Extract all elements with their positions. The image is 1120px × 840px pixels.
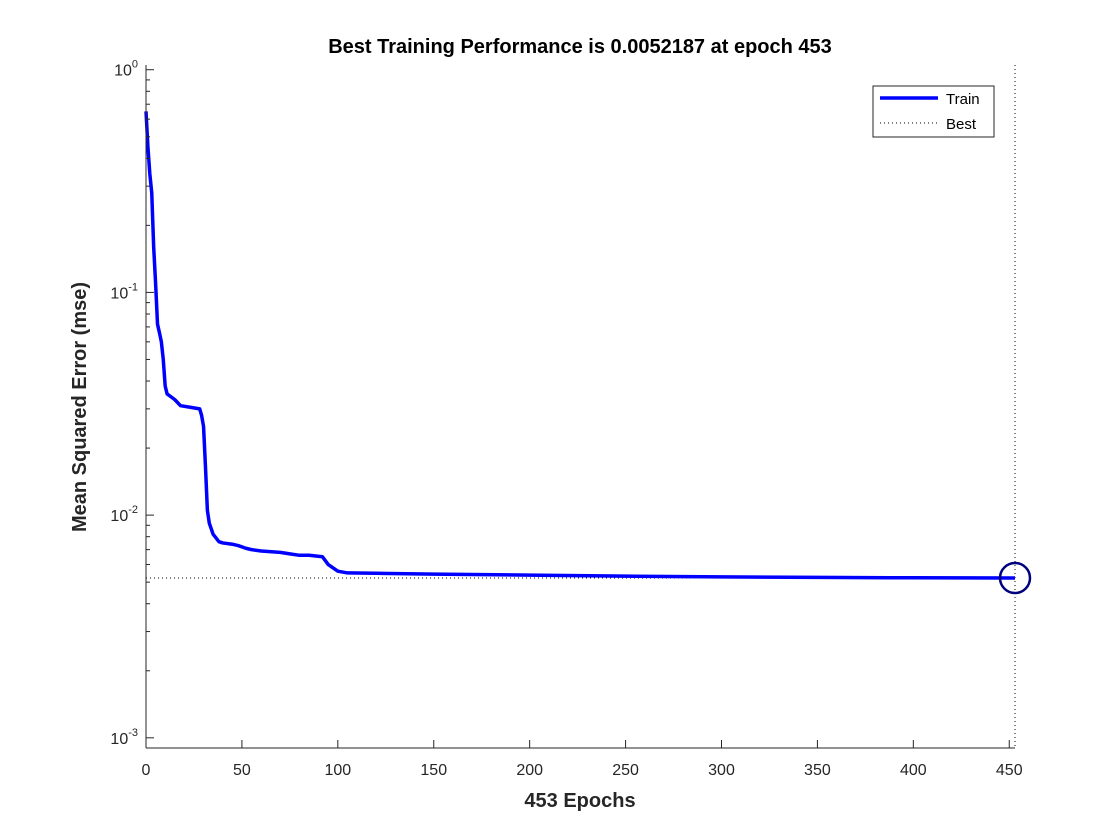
y-tick-label: 10-2	[110, 504, 138, 525]
legend: Train Best	[872, 85, 995, 138]
x-tick-label: 250	[612, 762, 639, 779]
x-tick-label: 450	[996, 762, 1023, 779]
x-tick-label: 350	[804, 762, 831, 779]
y-tick-label: 100	[114, 59, 138, 80]
x-tick-label: 100	[324, 762, 351, 779]
plot-area	[144, 65, 1032, 748]
legend-best-label: Best	[946, 116, 977, 133]
legend-box	[872, 85, 995, 138]
best-point-marker	[998, 561, 1032, 595]
x-tick-label: 400	[900, 762, 927, 779]
x-tick-label: 300	[708, 762, 735, 779]
axes: 0 50 100 150 200 250 300 350 400 450 100 10-1 10-2 10…	[110, 59, 1022, 779]
x-tick-label: 50	[233, 762, 251, 779]
y-axis-label: Mean Squared Error (mse)	[69, 282, 91, 532]
x-tick-label: 0	[142, 762, 151, 779]
chart-title: Best Training Performance is 0.0052187 a…	[328, 36, 832, 58]
train-series-line	[144, 111, 1016, 580]
y-tick-label: 10-1	[110, 281, 138, 302]
x-tick-label: 150	[420, 762, 447, 779]
legend-train-label: Train	[946, 91, 980, 108]
y-tick-label: 10-3	[110, 727, 138, 748]
x-axis-label: 453 Epochs	[524, 790, 635, 812]
x-tick-label: 200	[516, 762, 543, 779]
